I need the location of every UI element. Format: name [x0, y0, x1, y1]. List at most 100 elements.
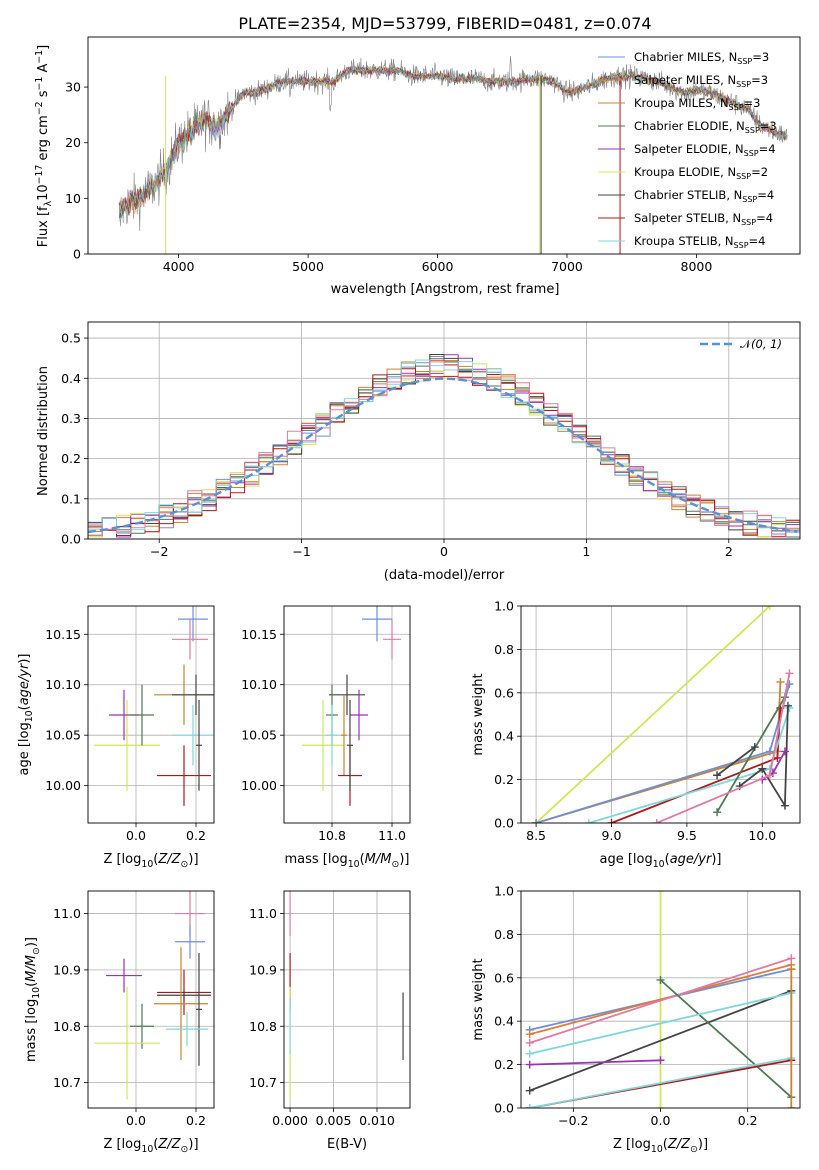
y-tick-label: 10.10	[241, 677, 277, 692]
weight_vs_Z-plot	[525, 891, 796, 1108]
weight-marker	[780, 801, 789, 810]
weight-line-5	[659, 979, 792, 1098]
age_vs_Z-axes: 0.0 0.2 10.00 10.05 10.10 10.15	[45, 606, 214, 843]
x-tick-label: 0.000	[272, 1113, 308, 1128]
weight_vs_Z-frame	[520, 890, 801, 1109]
age_vs_Z-frame	[87, 605, 215, 824]
weight-marker	[765, 747, 774, 756]
spectrum-axes: 4000 5000 6000 7000 8000 0 10 20 30	[65, 80, 712, 274]
y-tick-label: 10.8	[53, 1019, 81, 1034]
weight_vs_age-frame	[520, 605, 801, 824]
weight-marker	[532, 819, 541, 823]
legend-label: Salpeter STELIB, NSSP=4	[634, 211, 773, 227]
mass_vs_Z-frame	[87, 890, 215, 1109]
model-spectrum-8	[118, 66, 788, 220]
y-tick-label: 10.00	[241, 778, 277, 793]
y-axis-label: mass weight	[471, 673, 486, 755]
y-axis-label: age [log10(age/yr)]	[17, 653, 35, 775]
y-tick-label: 0.3	[61, 411, 81, 426]
x-tick-label: 4000	[163, 259, 195, 274]
histogram-6	[88, 354, 800, 532]
x-tick-label: 9.5	[677, 828, 697, 843]
weight-marker	[787, 1104, 796, 1108]
residuals-plot	[88, 354, 800, 538]
weight-marker	[525, 1049, 534, 1058]
legend-label: Kroupa ELODIE, NSSP=2	[634, 165, 768, 181]
y-tick-label: 10.05	[241, 728, 277, 743]
y-tick-label: 10.8	[249, 1019, 277, 1034]
x-tick-label: 0.0	[651, 1113, 671, 1128]
weight-line-3	[529, 957, 792, 1044]
x-tick-label: 2	[725, 544, 733, 559]
y-axis-label: Normed distribution	[36, 366, 51, 496]
x-tick-label: 6000	[422, 259, 454, 274]
y-tick-label: 0.5	[61, 331, 81, 346]
weight-marker	[750, 743, 759, 752]
age_vs_mass-plot	[302, 606, 401, 806]
y-tick-label: 0	[73, 247, 81, 262]
x-tick-label: 0.005	[316, 1113, 352, 1128]
weight-marker	[656, 891, 665, 895]
weight-line-0	[535, 606, 771, 823]
weight-marker	[773, 753, 782, 762]
x-tick-label: 0.0	[126, 1113, 146, 1128]
x-tick-label: 0.2	[186, 828, 206, 843]
y-tick-label: 20	[65, 135, 81, 150]
y-tick-label: 0.2	[61, 451, 81, 466]
x-axis-label: Z [log10(Z/Z⊙)]	[613, 1137, 708, 1155]
weight-marker	[713, 808, 722, 817]
x-axis-label: E(B-V)	[327, 1137, 367, 1152]
y-tick-label: 0.4	[494, 729, 514, 744]
x-axis-label: age [log10(age/yr)]	[599, 852, 721, 870]
weight-marker	[783, 701, 792, 710]
x-tick-label: 8000	[681, 259, 713, 274]
legend-label: 𝒩(0, 1)	[740, 337, 782, 351]
weight-marker	[765, 771, 774, 780]
y-tick-label: 1.0	[494, 884, 514, 899]
weight-marker	[787, 965, 796, 974]
age_vs_Z-plot	[94, 606, 214, 806]
x-tick-label: 1	[582, 544, 590, 559]
y-tick-label: 0.2	[494, 772, 514, 787]
weight-line-2	[529, 963, 792, 1036]
x-tick-label: −1	[292, 544, 310, 559]
y-tick-label: 10.9	[249, 962, 277, 977]
legend-label: Salpeter MILES, NSSP=3	[634, 73, 768, 89]
weight-marker	[652, 819, 661, 823]
y-tick-label: 0.0	[61, 532, 81, 547]
x-tick-label: 0.2	[186, 1113, 206, 1128]
x-tick-label: 0.2	[738, 1113, 758, 1128]
weight-marker	[656, 1104, 665, 1108]
weight-marker	[656, 1056, 665, 1065]
legend-label: Salpeter ELODIE, NSSP=4	[634, 142, 776, 158]
y-tick-label: 11.0	[249, 906, 277, 921]
x-axis-label: Z [log10(Z/Z⊙)]	[103, 852, 198, 870]
weight-marker	[785, 669, 794, 678]
histogram-pink	[88, 361, 800, 538]
weight-line-9	[716, 746, 756, 777]
spectrum-plot	[118, 55, 788, 254]
y-tick-label: 10.7	[249, 1075, 277, 1090]
weight-marker	[584, 819, 593, 823]
x-axis-label: mass [log10(M/M⊙)]	[285, 852, 410, 870]
weight-marker	[713, 771, 722, 780]
x-tick-label: 8.5	[526, 828, 546, 843]
legend-label: Chabrier STELIB, NSSP=4	[634, 188, 774, 204]
y-tick-label: 0.4	[61, 371, 81, 386]
weight-line-6	[739, 705, 789, 809]
histogram-8	[88, 359, 800, 534]
x-tick-label: −2	[150, 544, 168, 559]
y-tick-label: 0.6	[494, 685, 514, 700]
weight-line-6	[529, 1059, 661, 1066]
weight-marker	[525, 1086, 534, 1095]
mass_vs_ebv-frame	[283, 890, 411, 1109]
y-axis-label: Flux [fλ10−17 erg cm−2 s−1 A−1]	[34, 45, 54, 247]
mass_vs_ebv-plot	[289, 891, 404, 1100]
x-tick-label: −0.2	[558, 1113, 588, 1128]
weight-marker	[776, 677, 785, 686]
y-tick-label: 10.00	[45, 778, 81, 793]
x-tick-label: 0	[440, 544, 448, 559]
weight-marker	[787, 954, 796, 963]
y-tick-label: 10.9	[53, 962, 81, 977]
